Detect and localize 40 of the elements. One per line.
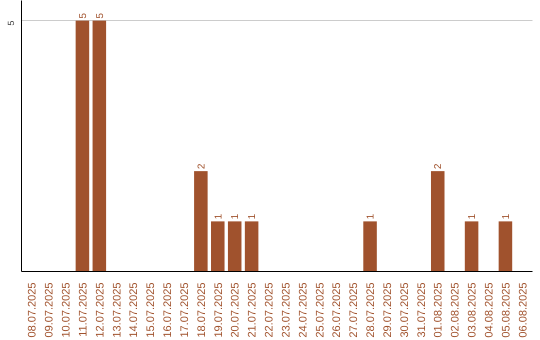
x-tick-label: 22.07.2025 (264, 282, 276, 338)
x-tick-label: 17.07.2025 (178, 282, 191, 338)
x-tick-label: 23.07.2025 (280, 282, 292, 338)
x-tick-label: 13.07.2025 (111, 282, 124, 338)
x-tick-label: 31.07.2025 (416, 282, 428, 338)
x-tick-label: 04.08.2025 (484, 282, 496, 338)
data-label: 1 (230, 213, 242, 220)
data-label: 5 (78, 12, 89, 19)
x-tick-label: 21.07.2025 (246, 282, 259, 338)
x-tick-label: 20.07.2025 (230, 282, 242, 338)
x-tick-label: 29.07.2025 (382, 282, 394, 338)
x-tick-label: 08.07.2025 (26, 282, 39, 338)
x-tick-label: 18.07.2025 (196, 282, 208, 338)
data-label: 1 (500, 213, 512, 220)
x-tick-label: 06.08.2025 (517, 282, 530, 338)
data-label: 5 (94, 12, 106, 19)
data-label: 1 (247, 213, 258, 220)
x-tick-label: 09.07.2025 (44, 282, 56, 338)
x-tick-label: 24.07.2025 (297, 282, 310, 338)
x-tick-label: 01.08.2025 (432, 282, 445, 338)
data-label: 2 (433, 163, 444, 170)
data-label: 2 (196, 163, 208, 170)
x-tick-label: 15.07.2025 (145, 282, 158, 338)
data-label: 1 (467, 213, 478, 220)
x-tick-label: 27.07.2025 (348, 282, 360, 338)
x-tick-label: 19.07.2025 (212, 282, 225, 338)
x-tick-label: 03.08.2025 (466, 282, 479, 338)
x-tick-label: 28.07.2025 (365, 282, 378, 338)
x-tick-label: 05.08.2025 (500, 282, 512, 338)
data-label: 1 (213, 213, 224, 220)
x-tick-label: 10.07.2025 (60, 282, 72, 338)
x-tick-label: 16.07.2025 (162, 282, 174, 338)
x-tick-label: 25.07.2025 (314, 282, 326, 338)
data-label: 1 (366, 213, 377, 220)
x-tick-label: 26.07.2025 (331, 282, 344, 338)
x-tick-label: 12.07.2025 (94, 282, 106, 338)
x-tick-label: 02.08.2025 (450, 282, 462, 338)
x-tick-label: 11.07.2025 (77, 282, 90, 337)
x-tick-label: 30.07.2025 (398, 282, 411, 338)
x-tick-label: 14.07.2025 (128, 282, 140, 338)
